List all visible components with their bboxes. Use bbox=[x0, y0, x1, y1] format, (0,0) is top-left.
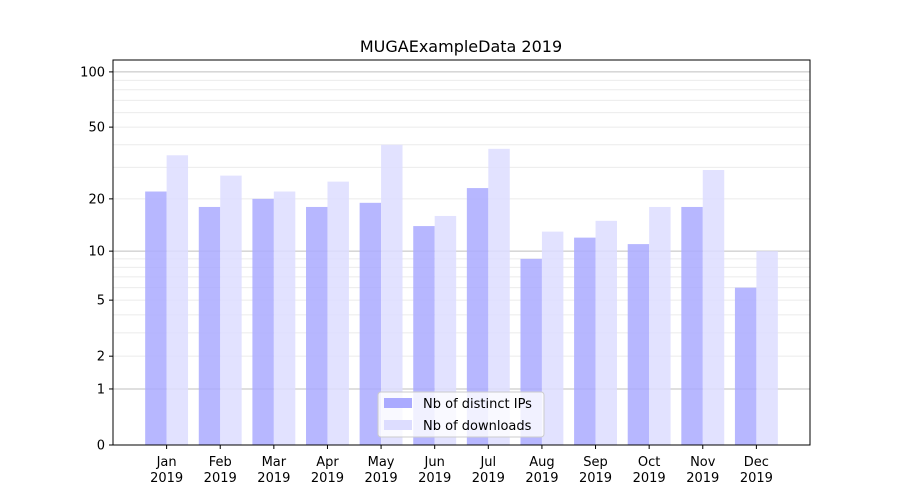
x-tick-label-line: 2019 bbox=[579, 471, 612, 486]
bar-ips bbox=[359, 202, 382, 445]
bar-downloads bbox=[327, 181, 349, 445]
x-tick-label-line: 2019 bbox=[418, 471, 451, 486]
bar-ips bbox=[252, 198, 274, 445]
bar-downloads bbox=[166, 155, 189, 445]
bar-ips bbox=[681, 206, 703, 445]
x-tick-label-line: 2019 bbox=[525, 471, 558, 486]
bar-downloads bbox=[649, 206, 671, 445]
y-tick-label: 0 bbox=[97, 439, 105, 454]
x-tick-label: Aug 2019 bbox=[525, 455, 558, 486]
x-tick-label-line: 2019 bbox=[472, 471, 505, 486]
y-tick-label: 100 bbox=[80, 65, 105, 80]
bar-ips bbox=[627, 244, 650, 445]
bars bbox=[145, 144, 778, 446]
y-tick-label: 1 bbox=[97, 382, 105, 397]
y-tick-label: 2 bbox=[97, 350, 105, 365]
x-tick-label-line: 2019 bbox=[686, 471, 719, 486]
x-tick-label-line: Jul bbox=[479, 455, 496, 470]
x-tick-label-line: 2019 bbox=[633, 471, 666, 486]
bar-ips bbox=[734, 287, 757, 445]
x-tick-label-line: Jan bbox=[156, 455, 177, 470]
x-tick-label-line: Mar bbox=[262, 455, 287, 470]
x-tick-label: Apr 2019 bbox=[311, 455, 344, 486]
bar-downloads bbox=[756, 251, 778, 445]
bar-downloads bbox=[702, 170, 725, 445]
bar-downloads bbox=[595, 220, 617, 445]
bar-downloads bbox=[273, 191, 296, 445]
x-tick-label-line: 2019 bbox=[740, 471, 773, 486]
x-tick-label-line: Feb bbox=[209, 455, 232, 470]
bar-ips bbox=[145, 191, 167, 445]
x-tick-label-line: Apr bbox=[316, 455, 339, 470]
bar-ips bbox=[574, 237, 596, 445]
legend-swatch bbox=[384, 420, 412, 430]
bar-downloads bbox=[488, 148, 510, 445]
x-tick-label: Jul 2019 bbox=[472, 455, 505, 486]
x-tick-label-line: 2019 bbox=[365, 471, 398, 486]
legend-box bbox=[377, 391, 545, 438]
legend-label: Nb of downloads bbox=[423, 419, 532, 434]
y-tick-label: 10 bbox=[88, 245, 105, 260]
x-tick-label: Oct 2019 bbox=[633, 455, 666, 486]
bar-ips bbox=[198, 206, 221, 445]
x-tick-label: Jan 2019 bbox=[150, 455, 183, 486]
x-tick-label-line: May bbox=[368, 455, 395, 470]
x-tick-label-line: Dec bbox=[744, 455, 769, 470]
x-tick-label-line: 2019 bbox=[311, 471, 344, 486]
x-tick-label-line: 2019 bbox=[204, 471, 237, 486]
x-tick-label-line: Nov bbox=[690, 455, 716, 470]
bar-ips bbox=[466, 188, 489, 445]
axes-frame bbox=[112, 59, 811, 446]
x-tick-label-line: 2019 bbox=[257, 471, 290, 486]
x-tick-label: Mar 2019 bbox=[257, 455, 290, 486]
x-tick-label-line: Aug bbox=[529, 455, 554, 470]
bar-ips bbox=[413, 226, 435, 445]
bar-ips bbox=[306, 206, 328, 445]
x-tick-label-line: Oct bbox=[638, 455, 660, 470]
y-tick-label: 50 bbox=[88, 121, 105, 136]
x-tick-label: Nov 2019 bbox=[686, 455, 719, 486]
bar-downloads bbox=[220, 175, 242, 445]
x-tick-label: Feb 2019 bbox=[204, 455, 237, 486]
legend-swatch bbox=[384, 398, 412, 408]
x-tick-label-line: Sep bbox=[583, 455, 608, 470]
chart-title: MUGAExampleData 2019 bbox=[360, 37, 562, 56]
legend-label: Nb of distinct IPs bbox=[423, 397, 532, 412]
legend: Nb of distinct IPs Nb of downloads bbox=[377, 391, 545, 438]
x-tick-label: May 2019 bbox=[365, 455, 398, 486]
x-tick-label-line: Jun bbox=[424, 455, 445, 470]
x-tick-label: Jun 2019 bbox=[418, 455, 451, 486]
y-tick-label: 5 bbox=[97, 294, 105, 309]
x-tick-label-line: 2019 bbox=[150, 471, 183, 486]
bar-downloads bbox=[381, 144, 403, 446]
x-tick-label: Sep 2019 bbox=[579, 455, 612, 486]
bar-downloads bbox=[434, 215, 457, 445]
bar-downloads bbox=[541, 231, 564, 445]
y-tick-label: 20 bbox=[88, 192, 105, 207]
x-tick-label: Dec 2019 bbox=[740, 455, 773, 486]
